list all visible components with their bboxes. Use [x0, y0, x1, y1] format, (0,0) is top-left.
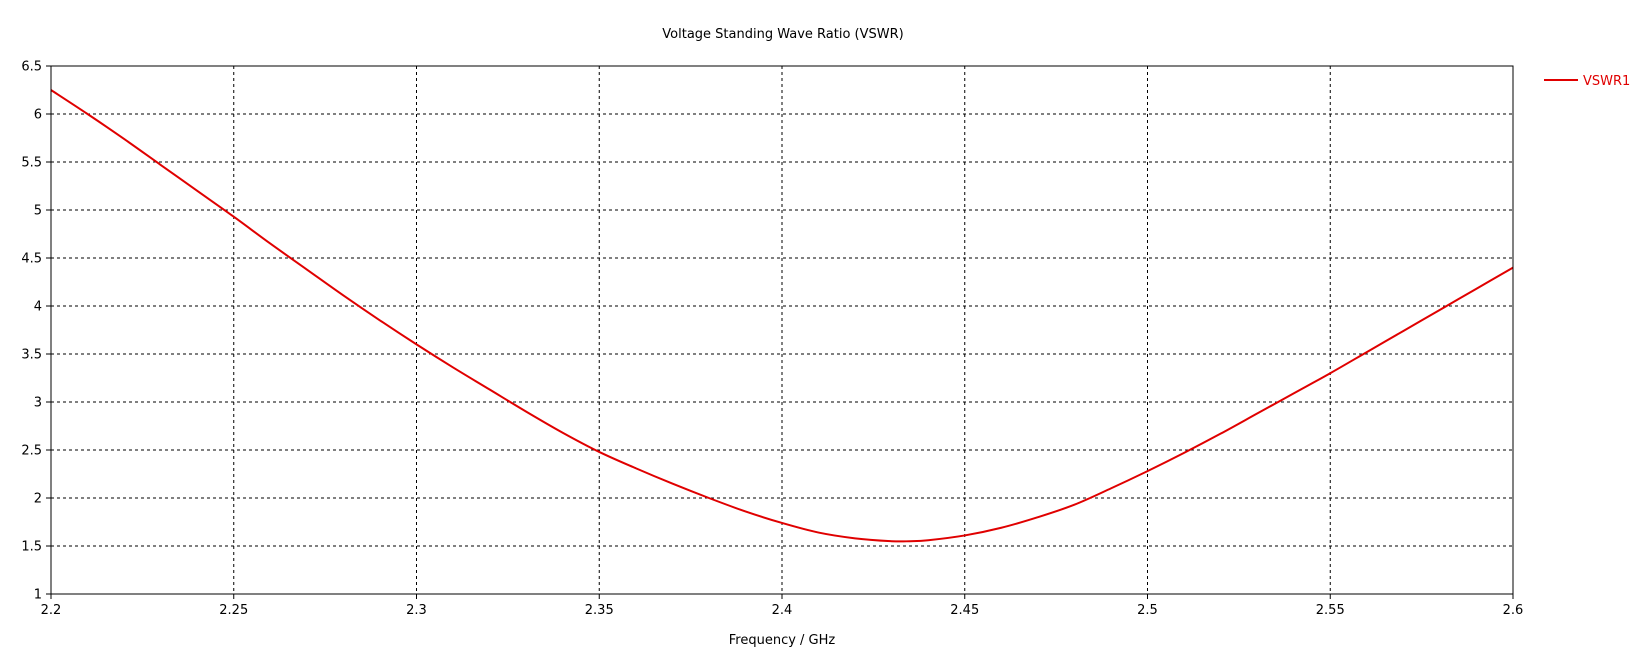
y-tick-label: 2: [34, 492, 42, 507]
x-tick-label: 2.35: [585, 603, 614, 618]
x-tick-label: 2.55: [1316, 603, 1345, 618]
plot-area-frame: [50, 65, 1514, 595]
y-tick-label: 1.5: [21, 540, 42, 555]
grid: [51, 66, 1513, 594]
legend-entry-label: VSWR1: [1583, 74, 1630, 89]
y-tick-label: 5.5: [21, 156, 42, 171]
y-tick-label: 1: [34, 588, 42, 603]
chart-title: Voltage Standing Wave Ratio (VSWR): [662, 27, 903, 42]
x-tick-label: 2.5: [1137, 603, 1158, 618]
x-tick-label: 2.45: [950, 603, 979, 618]
y-tick-label: 6.5: [21, 60, 42, 75]
y-tick-labels: 1 1.5 2 2.5 3 3.5 4 4.5 5 5.5 6 6.5: [21, 60, 42, 603]
y-tick-label: 4: [34, 300, 42, 315]
y-tick-label: 3.5: [21, 348, 42, 363]
x-axis-label: Frequency / GHz: [729, 633, 836, 648]
series-line-vswr1: [50, 89, 1514, 543]
x-tick-label: 2.6: [1503, 603, 1524, 618]
x-tick-label: 2.4: [772, 603, 793, 618]
y-tick-label: 2.5: [21, 444, 42, 459]
y-tick-label: 4.5: [21, 252, 42, 267]
x-tick-labels: 2.2 2.25 2.3 2.35 2.4 2.45 2.5 2.55 2.6: [41, 603, 1524, 618]
x-tick-label: 2.25: [219, 603, 248, 618]
y-tick-label: 3: [34, 396, 42, 411]
legend: VSWR1: [1544, 74, 1630, 89]
x-tick-label: 2.2: [41, 603, 62, 618]
x-tick-label: 2.3: [406, 603, 427, 618]
series-layer: [50, 89, 1514, 543]
y-tick-label: 5: [34, 204, 42, 219]
y-tick-label: 6: [34, 108, 42, 123]
axis-ticks: [46, 65, 1514, 599]
